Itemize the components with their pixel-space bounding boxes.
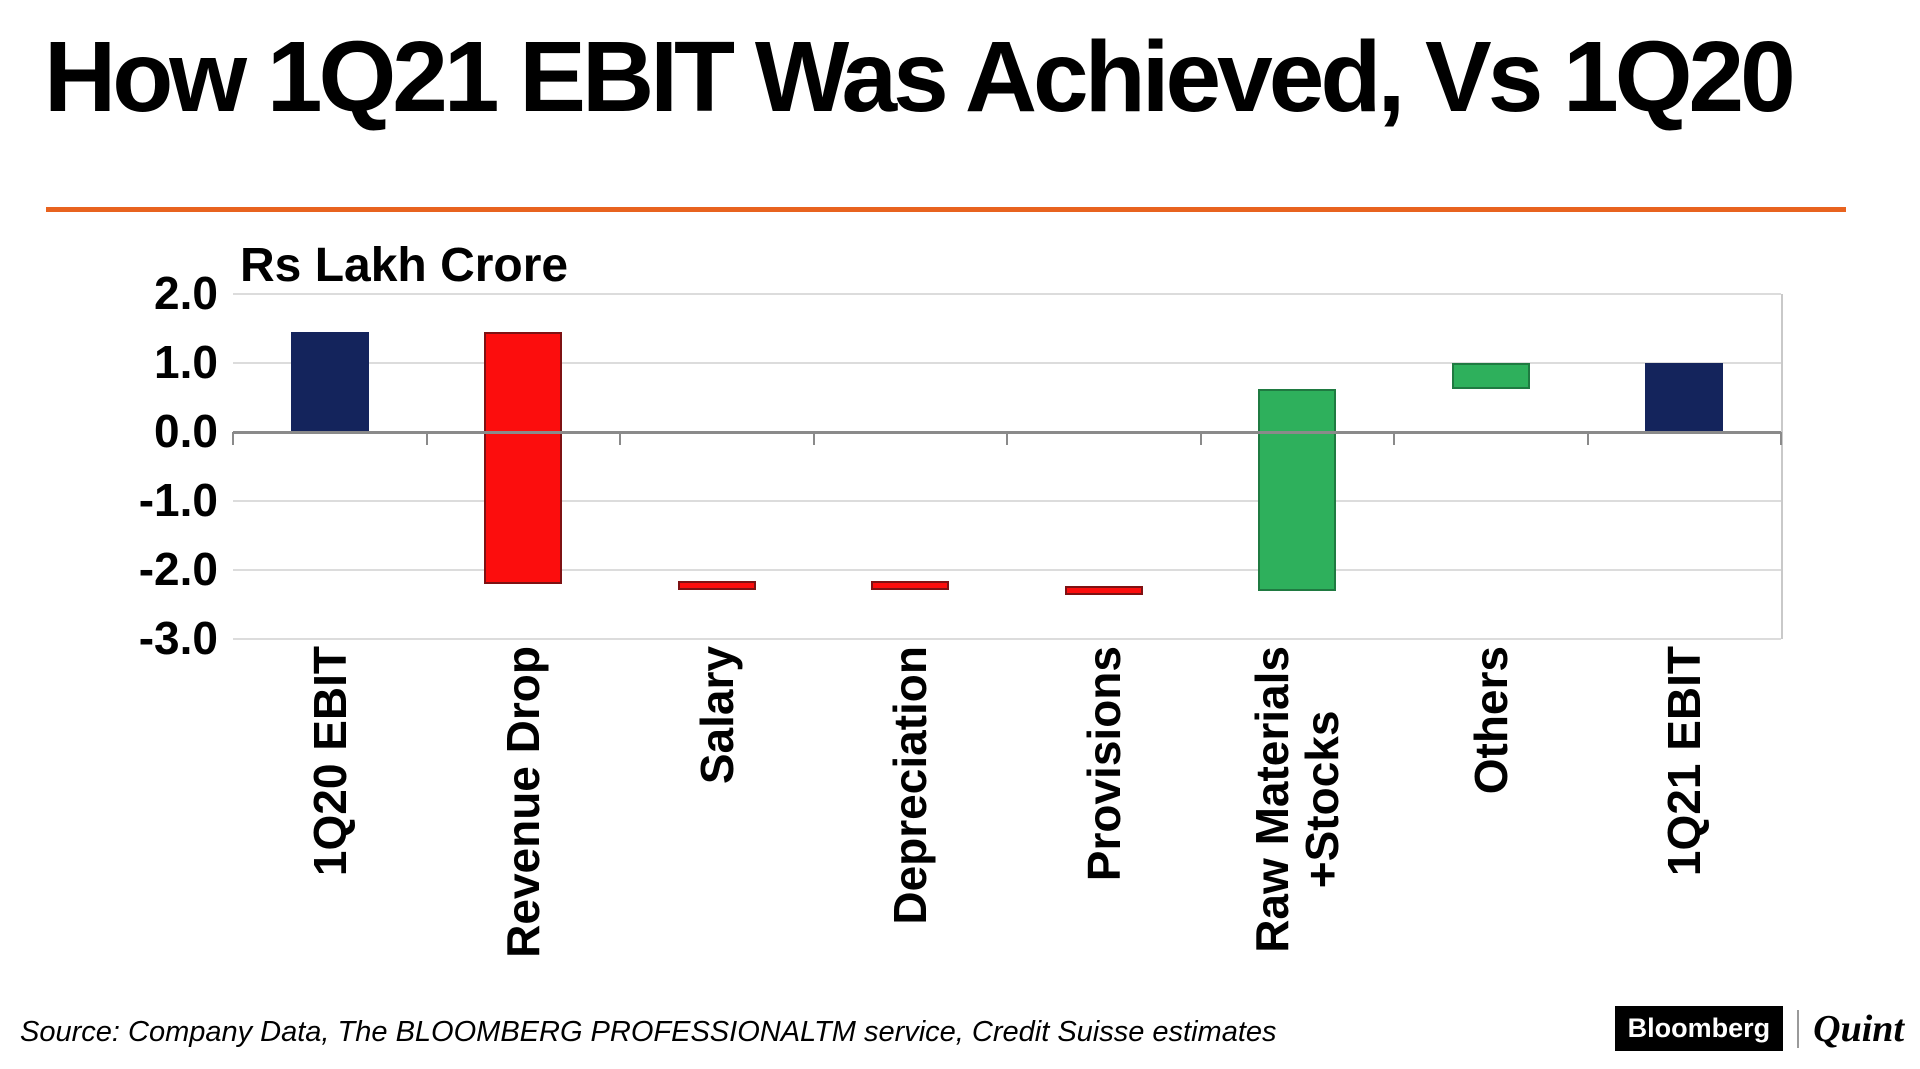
bloomberg-logo: Bloomberg [1614,1006,1784,1051]
y-tick-label: -2.0 [138,543,218,595]
bar-revenue-drop [484,331,563,584]
x-axis-label-depreciation: Depreciation [884,646,937,925]
y-tick-label: 0.0 [154,405,218,457]
bar-others [1451,363,1530,390]
bar-raw-materials-stocks [1258,389,1337,591]
x-axis-label-revenue-drop: Revenue Drop [497,646,550,958]
gridline [233,362,1781,364]
gridline [233,293,1781,295]
x-axis-label-1q21-ebit: 1Q21 EBIT [1658,646,1711,877]
bar-salary [677,581,756,591]
plot-right-spine [1781,294,1783,639]
y-tick-label: 2.0 [154,267,218,319]
title-underline [46,207,1846,212]
bar-1q21-ebit [1645,363,1724,432]
x-tick-mark [1586,432,1589,445]
x-tick-mark [1780,432,1782,445]
y-tick-label: 1.0 [154,336,218,388]
bar-depreciation [871,581,950,591]
gridline [233,569,1781,571]
zero-axis-line [233,430,1781,434]
x-axis-label-others: Others [1464,646,1517,795]
y-tick-label: -1.0 [138,474,218,526]
gridline [233,500,1781,502]
x-tick-mark [812,432,815,445]
brand-lockup: Bloomberg Quint [1614,1006,1904,1051]
x-tick-mark [425,432,428,445]
x-tick-mark [232,432,234,445]
brand-divider [1797,1009,1800,1048]
x-tick-mark [619,432,621,445]
y-tick-label: -3.0 [138,612,218,664]
bar-1q20-ebit [290,331,369,432]
source-note: Source: Company Data, The BLOOMBERG PROF… [20,1016,1277,1048]
gridline [233,638,1781,640]
chart-title: How 1Q21 EBIT Was Achieved, Vs 1Q20 [44,21,1796,133]
x-tick-mark [1006,432,1008,445]
x-axis-label-salary: Salary [690,646,743,785]
x-axis-label-1q20-ebit: 1Q20 EBIT [303,646,356,877]
bar-provisions [1064,585,1143,595]
x-axis-label-provisions: Provisions [1077,646,1130,882]
x-axis-label-raw-materials-stocks: Raw Materials +Stocks [1246,646,1349,953]
x-tick-mark [1393,432,1395,445]
unit-label: Rs Lakh Crore [240,239,569,292]
x-tick-mark [1199,432,1202,445]
quint-logo: Quint [1813,1007,1904,1050]
